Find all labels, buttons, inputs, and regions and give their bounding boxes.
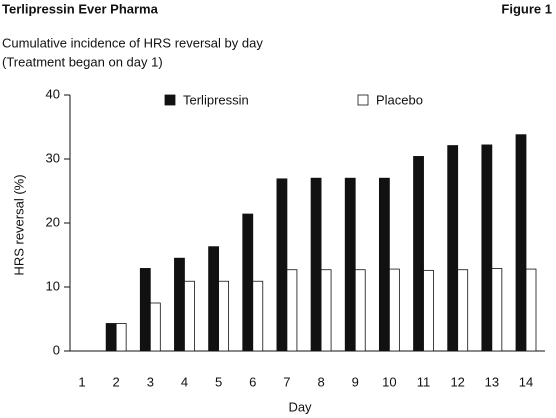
bar bbox=[320, 269, 332, 352]
figure-label: Figure 1 bbox=[501, 1, 552, 16]
bar bbox=[139, 268, 151, 352]
x-tick-label: 9 bbox=[352, 374, 359, 389]
bar bbox=[481, 144, 493, 352]
x-tick-label: 2 bbox=[113, 374, 120, 389]
bar bbox=[447, 145, 459, 352]
bar bbox=[423, 269, 434, 352]
x-tick-label: 4 bbox=[181, 374, 188, 389]
bar bbox=[286, 269, 298, 352]
bar bbox=[105, 323, 117, 352]
x-tick-label: 13 bbox=[485, 374, 499, 389]
x-tick-label: 11 bbox=[417, 374, 431, 389]
x-tick-label: 6 bbox=[249, 374, 256, 389]
bar bbox=[515, 134, 527, 352]
bar bbox=[491, 268, 503, 352]
bar bbox=[115, 323, 127, 352]
bar bbox=[174, 257, 185, 352]
bar bbox=[388, 268, 400, 352]
bar bbox=[378, 177, 390, 352]
x-tick-label: 14 bbox=[519, 374, 533, 389]
chart-subtitle: (Treatment began on day 1) bbox=[2, 54, 163, 69]
x-tick-label: 3 bbox=[147, 374, 154, 389]
chart-title: Cumulative incidence of HRS reversal by … bbox=[2, 35, 263, 50]
y-tick-label: 30 bbox=[46, 150, 60, 165]
x-tick-label: 10 bbox=[382, 374, 396, 389]
y-tick-label: 10 bbox=[46, 278, 60, 293]
bar bbox=[344, 177, 356, 352]
legend-swatch bbox=[357, 94, 369, 106]
bar bbox=[149, 302, 161, 352]
bar bbox=[525, 268, 537, 352]
legend-swatch bbox=[164, 94, 176, 106]
x-tick-label: 7 bbox=[283, 374, 290, 389]
bar bbox=[242, 213, 254, 352]
page-title: Terlipressin Ever Pharma bbox=[2, 1, 159, 16]
x-tick-label: 8 bbox=[317, 374, 324, 389]
bar bbox=[310, 177, 322, 352]
bar bbox=[413, 156, 424, 352]
x-tick-label: 12 bbox=[450, 374, 464, 389]
legend-label: Placebo bbox=[376, 92, 423, 107]
bar bbox=[184, 280, 195, 352]
legend-label: Terlipressin bbox=[183, 92, 249, 107]
y-tick-label: 0 bbox=[53, 342, 60, 357]
y-axis-label: HRS reversal (%) bbox=[11, 174, 26, 275]
x-tick-label: 5 bbox=[215, 374, 222, 389]
x-axis-label: Day bbox=[288, 399, 312, 414]
bar bbox=[218, 280, 230, 352]
x-tick-label: 1 bbox=[78, 374, 85, 389]
y-tick-label: 40 bbox=[46, 86, 60, 101]
bar bbox=[276, 178, 288, 352]
bar bbox=[208, 246, 220, 352]
bar bbox=[457, 269, 469, 352]
bar bbox=[252, 280, 264, 352]
y-tick-label: 20 bbox=[46, 214, 60, 229]
bar bbox=[354, 269, 366, 352]
